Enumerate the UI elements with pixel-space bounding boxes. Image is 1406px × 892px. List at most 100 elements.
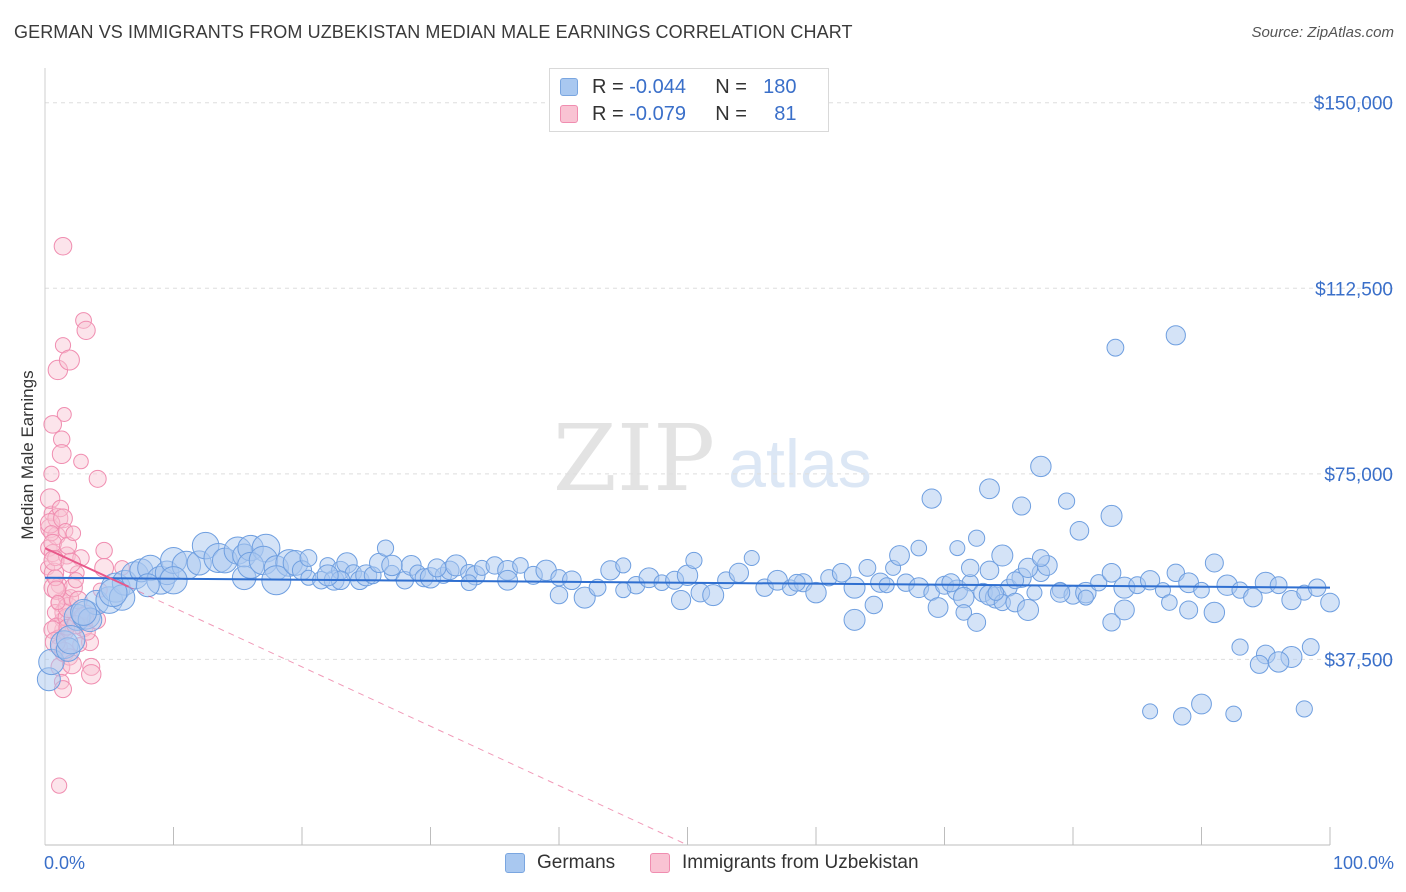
data-point-uzbekistan [43,415,63,434]
legend-row-germans: R = -0.044 N = 180 [560,74,797,100]
data-point-germans [70,598,98,626]
data-point-germans [910,539,928,557]
data-point-uzbekistan [39,488,61,509]
data-point-germans [1050,582,1071,603]
trend-line-germans [44,576,1331,589]
data-point-germans [55,624,86,655]
series-legend-label-germans: Germans [537,852,616,873]
data-point-germans [728,562,750,583]
data-point-germans [1249,654,1269,674]
data-point-germans [864,595,884,615]
data-point-germans [1203,601,1226,624]
data-point-uzbekistan [56,406,72,422]
data-point-germans [588,578,607,597]
data-point-germans [858,558,877,577]
series-legend-uzbekistan: Immigrants from Uzbekistan [650,852,919,874]
r-label: R = [592,75,624,98]
data-point-germans [1161,594,1178,611]
data-point-uzbekistan [46,604,64,621]
data-point-germans [1012,496,1032,516]
data-point-germans [702,584,725,607]
data-point-germans [1101,563,1122,583]
series-legend: Germans Immigrants from Uzbekistan [0,852,1406,878]
legend-swatch-germans [560,78,578,96]
data-point-germans [1269,576,1288,595]
y-tick-label: $75,000 [1324,465,1393,486]
data-point-germans [743,549,760,566]
data-point-germans [460,574,478,592]
n-value-uzbekistan: 81 [774,102,797,125]
data-point-germans [1102,613,1121,632]
data-point-germans [1165,325,1186,346]
data-point-germans [1193,581,1210,599]
data-point-uzbekistan [59,536,78,555]
data-point-germans [1295,700,1313,718]
data-point-uzbekistan [73,453,89,470]
x-tick-label-max: 100.0% [1333,853,1394,873]
data-point-germans [955,604,973,621]
data-point-germans [1106,338,1125,357]
data-point-germans [921,488,942,509]
data-point-germans [381,554,403,577]
data-point-germans [1030,455,1052,478]
data-point-germans [979,560,1000,581]
data-point-germans [843,608,866,631]
data-point-germans [159,566,188,595]
n-label: N = [715,75,747,98]
data-point-germans [1114,599,1135,621]
axes [44,68,1331,846]
source-label: Source: ZipAtlas.com [1251,24,1394,41]
data-point-germans [1301,638,1320,656]
data-point-germans [1017,557,1039,578]
data-point-germans [1142,703,1159,720]
data-point-germans [135,573,160,598]
trend-line-uzbekistan-solid [44,547,129,588]
legend-row-uzbekistan: R = -0.079 N = 81 [560,101,797,127]
n-label: N = [715,102,747,125]
legend-swatch-uzbekistan [560,105,578,123]
y-tick-label: $150,000 [1314,94,1393,115]
data-point-germans [1191,693,1212,715]
data-point-germans [889,545,910,566]
data-point-uzbekistan [58,349,80,371]
data-point-germans [1281,589,1302,611]
data-point-uzbekistan [53,236,73,256]
n-value-germans: 180 [763,75,797,98]
data-point-germans [843,576,866,599]
data-point-germans [98,578,128,608]
data-point-germans [927,597,949,618]
r-value-uzbekistan: -0.079 [629,102,686,125]
data-point-germans [573,586,596,609]
data-point-uzbekistan [65,525,82,542]
data-point-uzbekistan [88,469,107,488]
trend-lines [44,547,1331,846]
data-point-germans [1231,638,1249,656]
data-point-germans [1179,600,1199,620]
data-point-uzbekistan [46,580,67,600]
watermark-zip: ZIP [553,405,715,512]
data-point-uzbekistan [82,657,101,676]
data-point-germans [941,573,961,593]
data-point-germans [299,549,318,567]
r-label: R = [592,102,624,125]
data-point-germans [991,544,1014,567]
x-tick-label-min: 0.0% [44,853,85,873]
watermark: ZIP atlas [553,405,872,512]
data-point-uzbekistan [53,508,73,529]
data-point-germans [1140,570,1161,591]
data-point-germans [512,557,529,574]
data-point-germans [376,539,395,557]
correlation-legend: R = -0.044 N = 180 R = -0.079 N = 81 [549,68,829,132]
data-point-germans [1057,492,1076,510]
data-point-germans [685,551,703,570]
y-tick-label: $37,500 [1324,650,1393,671]
data-point-germans [1225,705,1242,723]
data-point-uzbekistan [51,444,72,464]
data-point-germans [1100,504,1123,527]
data-point-uzbekistan [95,541,113,560]
data-point-germans [615,557,632,574]
data-point-uzbekistan [50,595,66,611]
watermark-atlas: atlas [728,426,872,502]
data-point-uzbekistan [51,777,68,794]
